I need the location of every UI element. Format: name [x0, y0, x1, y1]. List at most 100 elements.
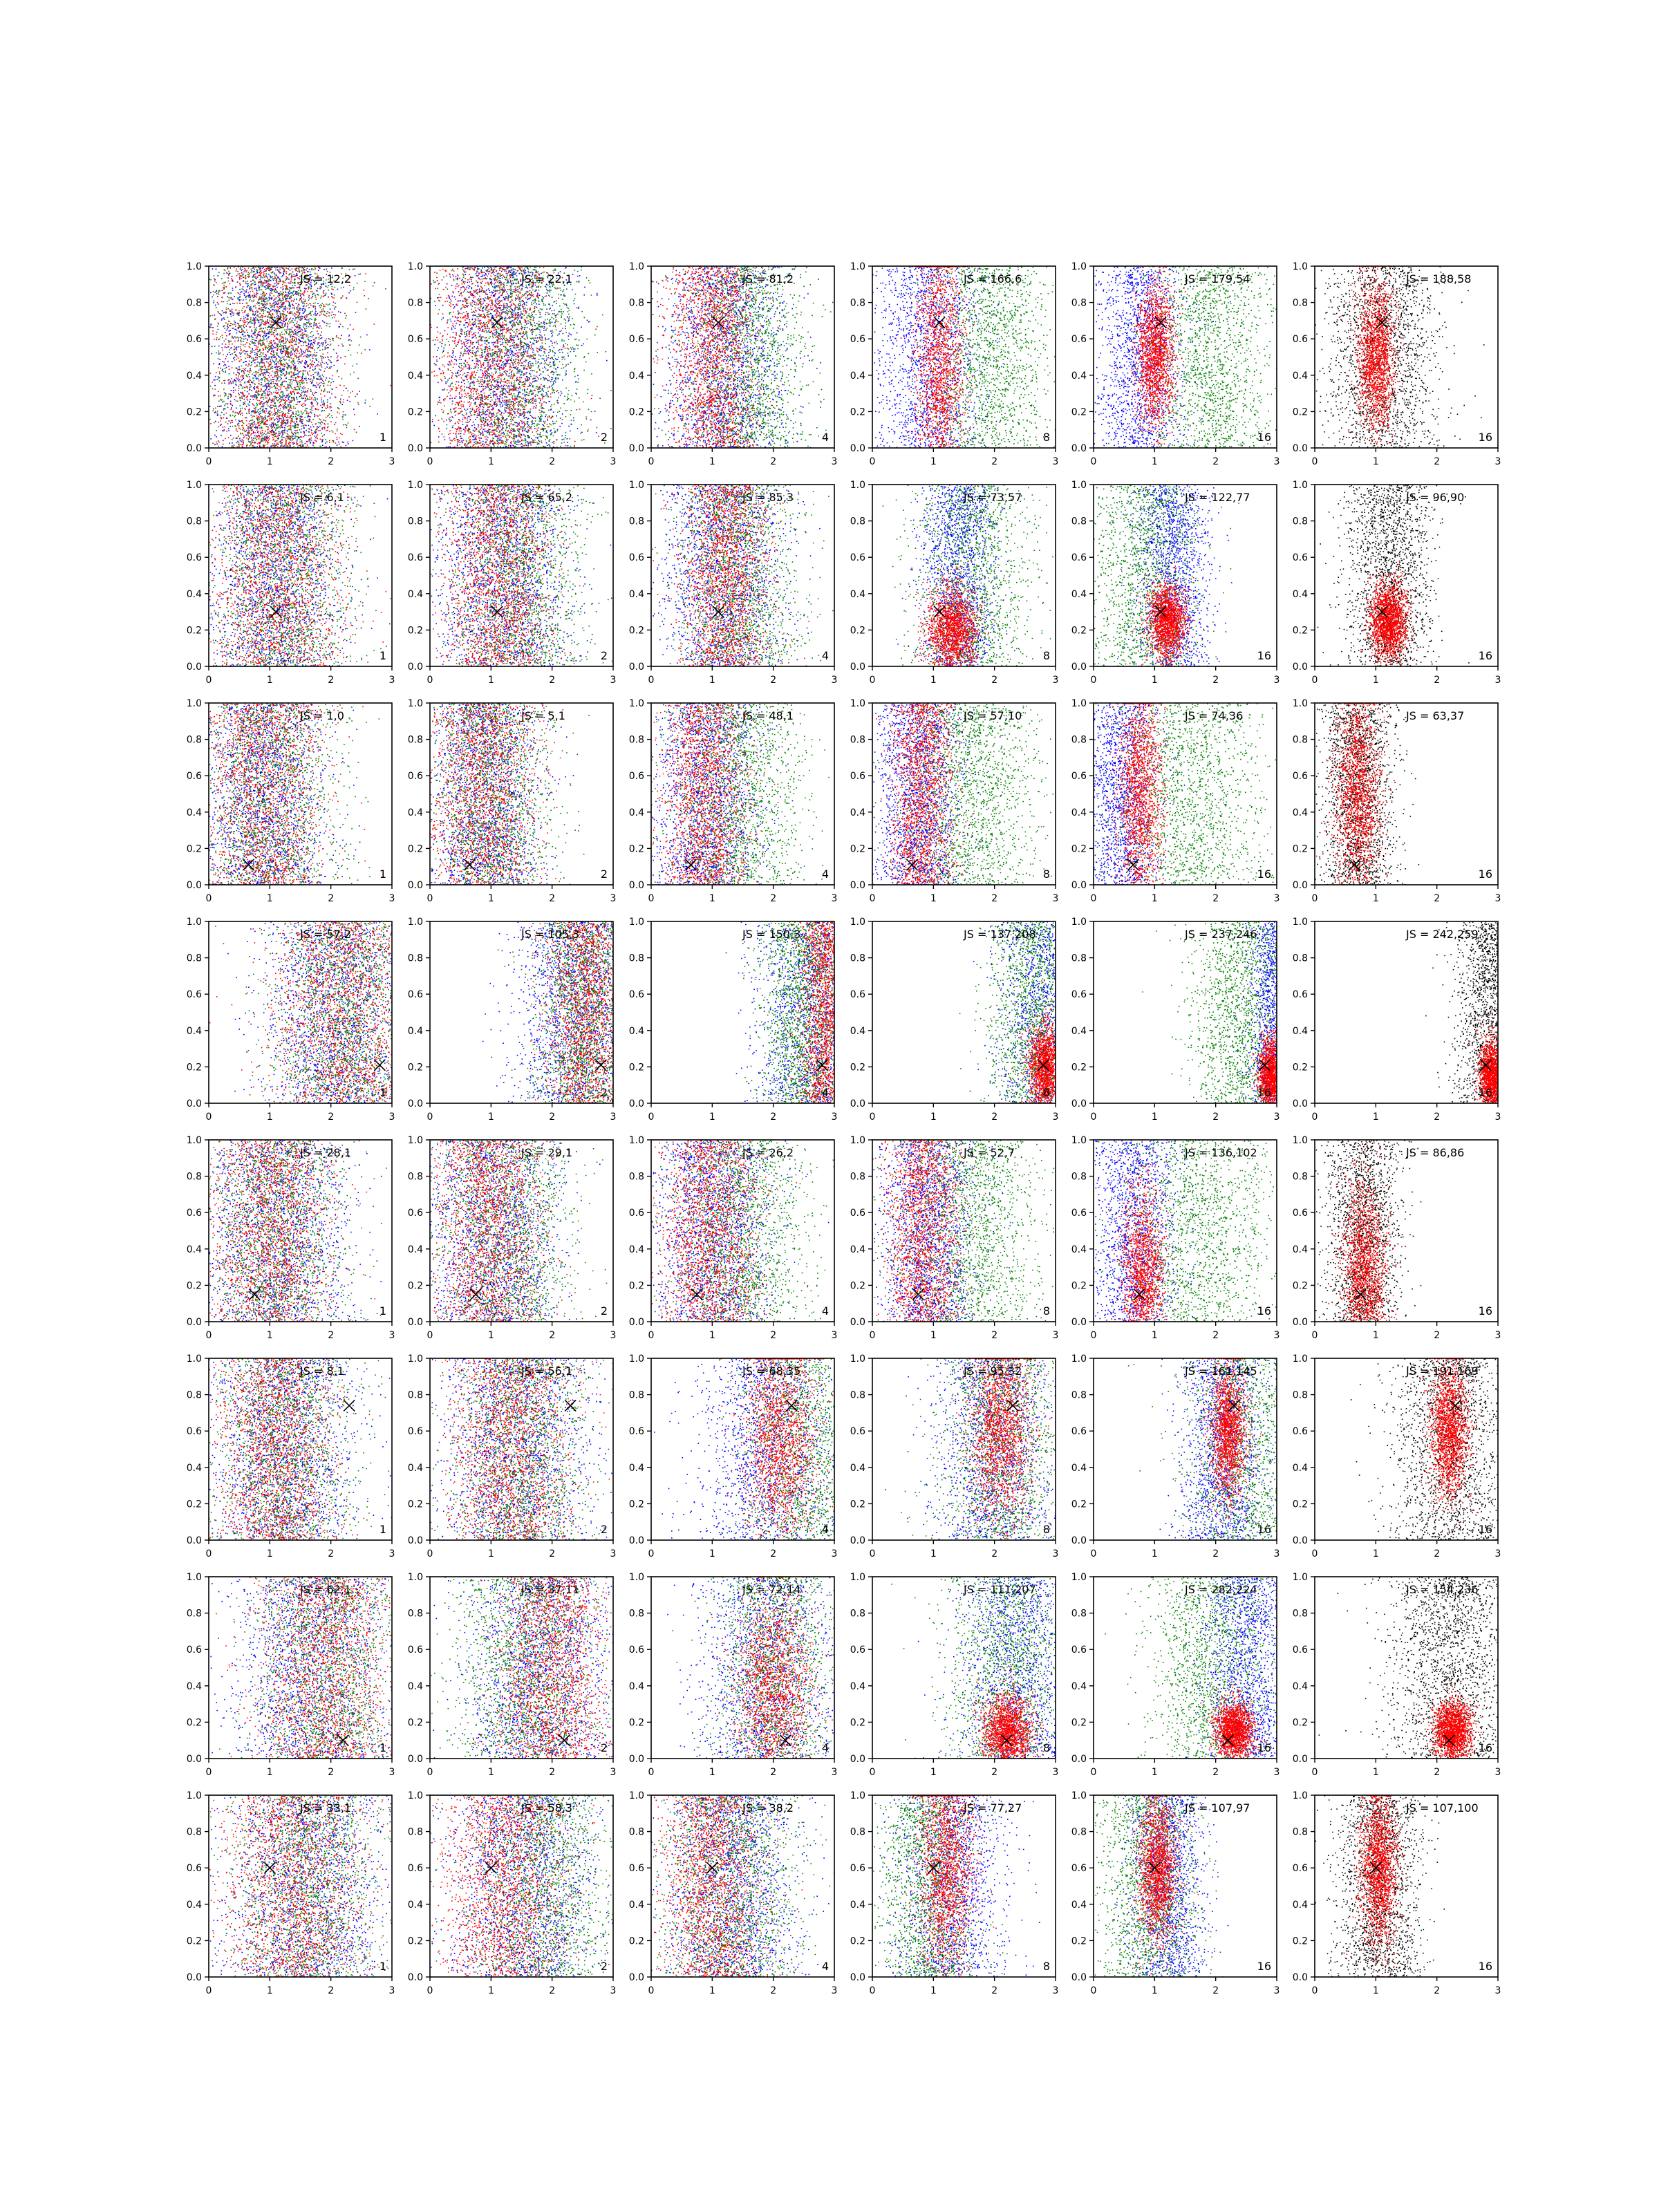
x-tick-label: 1	[267, 1985, 273, 1996]
y-tick-label: 0.4	[629, 1681, 644, 1692]
y-tick-label: 0.4	[408, 1026, 423, 1037]
y-tick-label: 0.4	[1293, 1681, 1308, 1692]
y-tick-label: 0.2	[850, 843, 865, 854]
y-tick-label: 0.2	[629, 1499, 644, 1510]
js-annotation: JS = 62,1	[299, 1583, 351, 1596]
y-tick-label: 0.0	[629, 1098, 644, 1109]
x-tick-label: 3	[1495, 1985, 1501, 1996]
x-tick-label: 3	[389, 1548, 395, 1559]
x-tick-label: 1	[1373, 1112, 1379, 1123]
y-tick-label: 0.8	[1293, 298, 1308, 309]
y-tick-label: 0.6	[408, 771, 423, 782]
y-tick-label: 1.0	[1293, 261, 1308, 272]
js-annotation: JS = 136,102	[1184, 1146, 1257, 1159]
y-tick-label: 0.6	[187, 1208, 202, 1219]
corner-label: 8	[1043, 1304, 1050, 1318]
y-tick-label: 0.2	[629, 1062, 644, 1073]
x-tick-label: 1	[267, 1112, 273, 1123]
y-tick-label: 1.0	[850, 698, 865, 709]
x-tick-label: 3	[1274, 1548, 1280, 1559]
corner-label: 8	[1043, 1960, 1050, 1973]
y-tick-label: 0.2	[1293, 1717, 1308, 1728]
corner-label: 2	[601, 1741, 608, 1754]
y-tick-label: 0.8	[408, 1390, 423, 1401]
y-tick-label: 0.0	[408, 1098, 423, 1109]
x-tick-label: 3	[832, 1767, 838, 1778]
y-tick-label: 0.4	[850, 371, 865, 382]
corner-label: 16	[1257, 431, 1271, 444]
y-tick-label: 0.4	[1071, 1900, 1087, 1911]
x-tick-label: 3	[832, 1330, 838, 1341]
x-tick-label: 3	[1274, 456, 1280, 467]
corner-label: 16	[1257, 649, 1271, 662]
x-tick-label: 0	[648, 1767, 655, 1778]
x-tick-label: 2	[549, 456, 555, 467]
y-tick-label: 0.6	[187, 334, 202, 345]
x-tick-label: 2	[549, 1767, 555, 1778]
x-tick-label: 0	[427, 1330, 433, 1341]
y-tick-label: 1.0	[629, 917, 644, 928]
js-annotation: JS = 111,207	[963, 1583, 1036, 1596]
y-tick-label: 0.2	[629, 1280, 644, 1291]
y-tick-label: 0.4	[1293, 589, 1308, 600]
y-tick-label: 0.6	[1071, 989, 1087, 1000]
js-annotation: JS = 191,169	[1405, 1365, 1479, 1378]
y-tick-label: 1.0	[629, 698, 644, 709]
x-tick-label: 3	[389, 456, 395, 467]
y-tick-label: 1.0	[1071, 917, 1087, 928]
y-tick-label: 0.8	[1071, 1172, 1087, 1183]
corner-label: 8	[1043, 1741, 1050, 1754]
x-tick-label: 0	[1312, 893, 1318, 904]
x-tick-label: 0	[1091, 1548, 1097, 1559]
y-tick-label: 0.6	[187, 771, 202, 782]
y-tick-label: 0.0	[850, 880, 865, 891]
y-tick-label: 1.0	[1071, 1790, 1087, 1801]
x-tick-label: 2	[991, 675, 997, 686]
x-tick-label: 0	[1091, 1767, 1097, 1778]
x-tick-label: 2	[1434, 675, 1440, 686]
y-tick-label: 0.0	[629, 443, 644, 454]
y-tick-label: 0.0	[1293, 1535, 1308, 1546]
x-tick-label: 1	[1152, 456, 1158, 467]
y-tick-label: 0.0	[629, 1754, 644, 1765]
y-tick-label: 1.0	[1293, 1790, 1308, 1801]
js-annotation: JS = 107,97	[1184, 1801, 1250, 1815]
y-tick-label: 0.2	[1071, 625, 1087, 636]
x-tick-label: 2	[1212, 1767, 1219, 1778]
y-tick-label: 0.2	[850, 1717, 865, 1728]
x-tick-label: 3	[1053, 1767, 1059, 1778]
y-tick-label: 0.6	[850, 989, 865, 1000]
x-tick-label: 3	[1053, 456, 1059, 467]
x-tick-label: 0	[427, 1767, 433, 1778]
corner-label: 16	[1257, 868, 1271, 881]
x-tick-label: 3	[1495, 456, 1501, 467]
y-tick-label: 1.0	[187, 1790, 202, 1801]
y-tick-label: 0.0	[1293, 880, 1308, 891]
y-tick-label: 0.2	[850, 625, 865, 636]
x-tick-label: 1	[1152, 1985, 1158, 1996]
js-annotation: JS = 154,236	[1405, 1583, 1479, 1596]
y-tick-label: 0.0	[1071, 1317, 1087, 1328]
x-tick-label: 0	[870, 1548, 876, 1559]
js-annotation: JS = 96,90	[1405, 491, 1464, 504]
corner-label: 16	[1479, 1086, 1492, 1099]
x-tick-label: 0	[206, 1330, 212, 1341]
x-tick-label: 1	[1152, 893, 1158, 904]
y-tick-label: 0.8	[629, 1172, 644, 1183]
y-tick-label: 0.6	[629, 771, 644, 782]
y-tick-label: 0.6	[629, 334, 644, 345]
x-tick-label: 1	[930, 1112, 937, 1123]
x-tick-label: 3	[1274, 675, 1280, 686]
js-annotation: JS = 86,86	[1405, 1146, 1464, 1159]
x-tick-label: 1	[1373, 456, 1379, 467]
x-tick-label: 1	[930, 1330, 937, 1341]
y-tick-label: 0.8	[408, 735, 423, 746]
y-tick-label: 1.0	[1071, 1135, 1087, 1146]
y-tick-label: 0.8	[187, 1172, 202, 1183]
x-tick-label: 2	[770, 675, 776, 686]
js-annotation: JS = 38,2	[742, 1801, 794, 1815]
x-tick-label: 0	[1312, 1112, 1318, 1123]
corner-label: 1	[379, 1960, 386, 1973]
x-tick-label: 3	[1495, 1767, 1501, 1778]
